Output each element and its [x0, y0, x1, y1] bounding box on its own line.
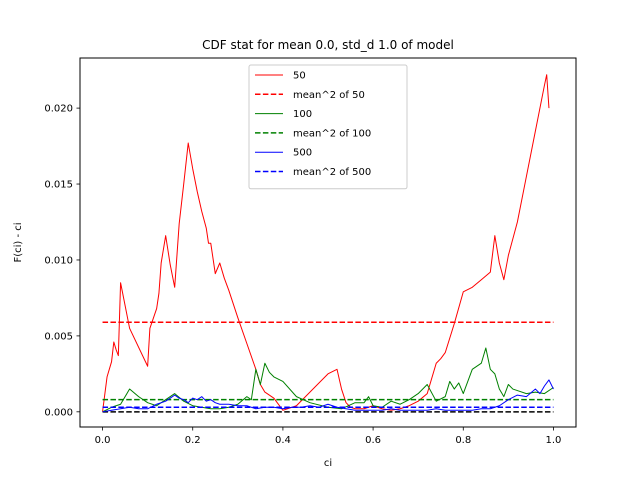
plot-lines: [102, 74, 554, 413]
series-line-50: [102, 74, 550, 412]
legend-label: 50: [293, 71, 306, 82]
legend-label: mean^2 of 500: [293, 167, 371, 178]
x-tick-label: 0.6: [365, 435, 381, 446]
x-tick-label: 0.2: [185, 435, 201, 446]
legend-label: mean^2 of 100: [293, 128, 371, 139]
y-tick-label: 0.005: [44, 331, 73, 342]
legend-label: mean^2 of 50: [293, 90, 365, 101]
legend-label: 500: [293, 148, 312, 159]
legend: 50 mean^2 of 50 100 mean^2 of 100 500 mean^2 …: [248, 64, 408, 190]
y-axis: 0.000 0.005 0.010 0.015 0.020: [44, 104, 80, 418]
x-tick-label: 0.0: [95, 435, 111, 446]
x-tick-label: 0.8: [455, 435, 471, 446]
x-tick-label: 1.0: [546, 435, 562, 446]
y-tick-label: 0.000: [44, 407, 73, 418]
y-tick-label: 0.020: [44, 104, 73, 115]
x-axis: 0.0 0.2 0.4 0.6 0.8 1.0: [95, 427, 562, 446]
series-line-500: [102, 379, 554, 413]
x-tick-label: 0.4: [275, 435, 291, 446]
x-axis-label: ci: [324, 458, 332, 469]
y-tick-label: 0.015: [44, 180, 73, 191]
y-axis-label: F(ci) - ci: [13, 222, 24, 262]
chart-title: CDF stat for mean 0.0, std_d 1.0 of mode…: [202, 38, 454, 52]
series-line-100: [102, 347, 554, 413]
legend-box: [248, 64, 408, 190]
y-tick-label: 0.010: [44, 255, 73, 266]
legend-label: 100: [293, 109, 312, 120]
axes-frame: [79, 57, 577, 428]
